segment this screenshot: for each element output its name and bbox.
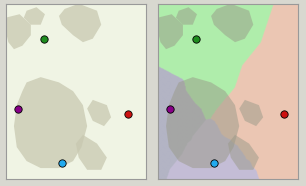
Polygon shape	[59, 4, 101, 42]
Point	[282, 112, 287, 115]
Polygon shape	[166, 77, 239, 168]
Polygon shape	[239, 100, 263, 126]
Polygon shape	[87, 100, 111, 126]
Point	[125, 112, 130, 115]
Polygon shape	[6, 14, 31, 49]
Polygon shape	[24, 7, 45, 25]
Point	[41, 37, 46, 40]
Point	[211, 161, 216, 164]
Polygon shape	[211, 4, 253, 42]
Polygon shape	[76, 135, 107, 170]
Polygon shape	[228, 135, 259, 170]
Point	[16, 107, 21, 110]
Polygon shape	[14, 77, 87, 168]
Polygon shape	[176, 7, 197, 25]
Polygon shape	[158, 14, 183, 49]
Point	[193, 37, 198, 40]
Point	[168, 107, 173, 110]
Point	[59, 161, 64, 164]
